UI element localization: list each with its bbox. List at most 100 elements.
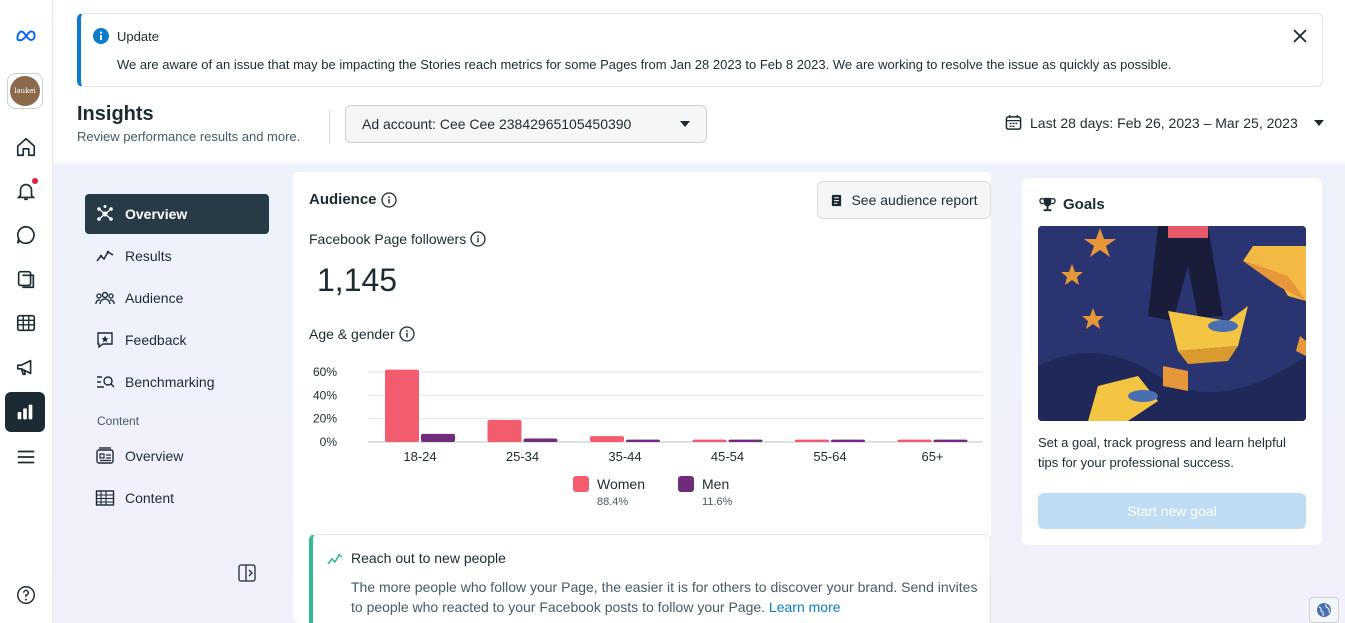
audience-icon	[95, 291, 115, 305]
reach-body-text: The more people who follow your Page, th…	[351, 579, 978, 615]
legend-swatch-women	[573, 476, 589, 492]
learn-more-link[interactable]: Learn more	[768, 599, 841, 615]
table-icon[interactable]	[9, 306, 43, 340]
bell-icon[interactable]	[9, 174, 43, 208]
goals-illustration	[1038, 226, 1306, 421]
legend-women: Women 88.4%	[573, 476, 645, 508]
nav-item-content[interactable]: Content	[85, 478, 269, 518]
x-tick-label: 35-44	[608, 449, 641, 464]
avatar[interactable]: laukei	[7, 73, 43, 109]
nav-item-results[interactable]: Results	[85, 236, 269, 276]
legend-pct-women: 88.4%	[597, 496, 629, 508]
see-audience-report-label: See audience report	[851, 192, 978, 208]
feedback-icon	[97, 332, 113, 349]
y-tick-label: 20%	[313, 412, 337, 426]
y-tick-label: 40%	[313, 388, 337, 402]
bar-men-25-34[interactable]	[523, 438, 558, 443]
calendar-icon	[1005, 114, 1022, 130]
nav-item-audience[interactable]: Audience	[85, 278, 269, 318]
nav-item-label: Results	[125, 248, 172, 264]
x-tick-label: 55-64	[813, 449, 846, 464]
nav-item-label: Overview	[125, 448, 184, 464]
date-range-picker[interactable]: Last 28 days: Feb 26, 2023 – Mar 25, 202…	[1005, 114, 1324, 131]
bar-women-25-34[interactable]	[487, 419, 522, 442]
nav-item-label: Overview	[125, 206, 188, 222]
bar-women-35-44[interactable]	[590, 436, 624, 442]
goals-title: Goals	[1063, 196, 1105, 213]
nav-item-benchmarking[interactable]: Benchmarking	[85, 362, 269, 402]
followers-value: 1,145	[317, 262, 398, 298]
bar-men-45-54[interactable]	[728, 439, 763, 442]
bar-chart-icon[interactable]	[5, 392, 45, 432]
stars-illustration	[1038, 226, 1306, 421]
meta-logo-icon[interactable]	[9, 18, 43, 52]
audience-title: Audience	[309, 191, 377, 208]
nav-item-label: Content	[125, 490, 175, 506]
bar-women-55-64[interactable]	[795, 439, 829, 442]
legend-swatch-men	[678, 476, 694, 492]
info-icon	[93, 28, 109, 44]
close-icon[interactable]	[1292, 28, 1308, 44]
bar-men-35-44[interactable]	[626, 439, 660, 442]
bar-women-45-54[interactable]	[692, 439, 727, 442]
home-icon[interactable]	[9, 130, 43, 164]
goals-heading: Goals	[1038, 195, 1105, 214]
followers-label: Facebook Page followers	[309, 231, 467, 247]
page-title: Insights	[77, 103, 154, 125]
trend-icon	[327, 553, 343, 565]
megaphone-icon[interactable]	[9, 350, 43, 384]
legend-label-women: Women	[597, 476, 645, 492]
date-range-label: Last 28 days: Feb 26, 2023 – Mar 25, 202…	[1030, 114, 1298, 131]
benchmarking-icon	[97, 376, 115, 388]
update-banner: Update We are aware of an issue that may…	[77, 13, 1323, 87]
chevron-down-icon	[680, 121, 690, 127]
results-icon	[96, 250, 114, 262]
pages-icon[interactable]	[9, 262, 43, 296]
goals-card: Goals Set a goal, track	[1022, 178, 1322, 545]
help-icon[interactable]	[9, 578, 43, 612]
report-icon	[832, 194, 842, 206]
nav-item-label: Benchmarking	[125, 374, 215, 390]
legend-men: Men 11.6%	[678, 476, 732, 508]
audience-heading: Audience	[309, 191, 397, 208]
banner-title: Update	[117, 29, 159, 44]
nav-item-overview[interactable]: Overview	[85, 194, 269, 234]
bar-men-55-64[interactable]	[831, 439, 865, 442]
trophy-icon	[1039, 197, 1056, 212]
audience-card: Audience See audience report Facebook Pa…	[293, 172, 991, 623]
nav-item-feedback[interactable]: Feedback	[85, 320, 269, 360]
info-icon[interactable]	[470, 231, 486, 247]
bar-men-65+[interactable]	[933, 439, 968, 442]
notification-dot	[32, 178, 38, 184]
collapse-sidebar-icon[interactable]	[237, 563, 257, 583]
nav-item-label: Audience	[125, 290, 184, 306]
legend-pct-men: 11.6%	[702, 496, 733, 508]
y-tick-label: 0%	[320, 435, 338, 449]
x-tick-label: 25-34	[506, 449, 539, 464]
bar-women-65+[interactable]	[897, 439, 932, 442]
see-audience-report-button[interactable]: See audience report	[817, 181, 991, 219]
reach-title: Reach out to new people	[351, 550, 506, 566]
nav-item-label: Feedback	[125, 332, 187, 348]
ad-account-select[interactable]: Ad account: Cee Cee 23842965105450390	[345, 105, 707, 143]
chat-icon[interactable]	[9, 218, 43, 252]
bar-men-18-24[interactable]	[421, 433, 455, 442]
nav-section-content: Content	[97, 414, 140, 428]
info-icon[interactable]	[380, 191, 397, 208]
nav-item-content-overview[interactable]: Overview	[85, 436, 269, 476]
bar-women-18-24[interactable]	[385, 369, 419, 442]
x-tick-label: 65+	[921, 449, 943, 464]
globe-icon[interactable]	[1309, 597, 1339, 623]
avatar-text: laukei	[10, 76, 40, 106]
start-new-goal-button[interactable]: Start new goal	[1038, 493, 1306, 529]
content-overview-icon	[96, 447, 114, 464]
ad-account-label: Ad account: Cee Cee 23842965105450390	[362, 116, 632, 132]
age-gender-label-row: Age & gender	[309, 326, 415, 342]
followers-label-row: Facebook Page followers	[309, 231, 486, 247]
age-gender-label: Age & gender	[309, 326, 395, 342]
menu-icon[interactable]	[9, 440, 43, 474]
banner-message: We are aware of an issue that may be imp…	[117, 57, 1172, 72]
goals-description: Set a goal, track progress and learn hel…	[1038, 435, 1286, 470]
insights-nav: Overview Results Audience Feedback Bench…	[85, 194, 269, 520]
info-icon[interactable]	[398, 326, 415, 342]
